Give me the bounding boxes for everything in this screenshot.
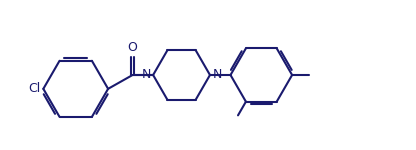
Text: O: O (128, 41, 138, 54)
Text: N: N (212, 68, 222, 81)
Text: Cl: Cl (28, 82, 40, 95)
Text: N: N (141, 68, 151, 81)
